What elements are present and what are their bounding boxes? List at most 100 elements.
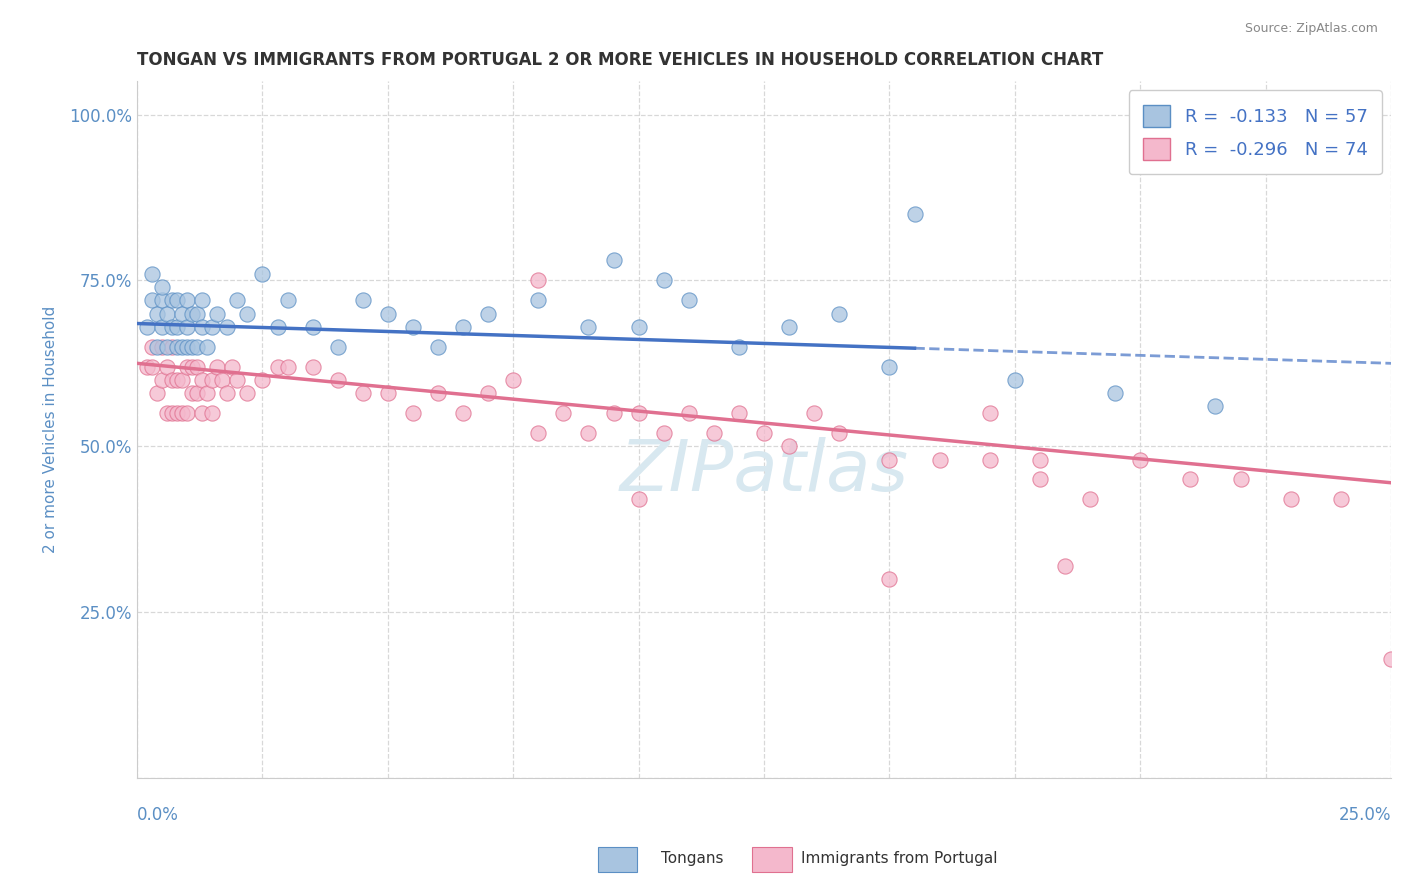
Point bbox=[301, 359, 323, 374]
Point bbox=[211, 373, 233, 387]
Point bbox=[191, 373, 214, 387]
Point bbox=[186, 386, 208, 401]
Point bbox=[176, 340, 198, 354]
Point bbox=[1229, 472, 1251, 486]
Point bbox=[553, 406, 575, 420]
Point bbox=[186, 359, 208, 374]
Point bbox=[879, 572, 901, 586]
Point bbox=[879, 359, 901, 374]
Point bbox=[326, 373, 349, 387]
Point bbox=[195, 386, 218, 401]
Point bbox=[828, 307, 851, 321]
Point bbox=[728, 340, 751, 354]
Point bbox=[156, 307, 179, 321]
Point bbox=[226, 293, 249, 308]
Point bbox=[527, 425, 550, 440]
Point bbox=[1078, 492, 1101, 507]
Point bbox=[427, 386, 450, 401]
Point bbox=[136, 319, 159, 334]
Point bbox=[252, 373, 274, 387]
Point bbox=[172, 307, 194, 321]
Point bbox=[156, 359, 179, 374]
Point bbox=[477, 386, 499, 401]
Point bbox=[266, 319, 288, 334]
Point bbox=[277, 359, 299, 374]
Point bbox=[1204, 400, 1226, 414]
Point bbox=[160, 340, 183, 354]
Point bbox=[903, 207, 925, 221]
Point bbox=[828, 425, 851, 440]
Point bbox=[226, 373, 249, 387]
Text: Immigrants from Portugal: Immigrants from Portugal bbox=[801, 851, 998, 865]
Point bbox=[778, 439, 800, 453]
Point bbox=[1129, 452, 1152, 467]
Point bbox=[150, 280, 173, 294]
Point bbox=[150, 293, 173, 308]
Point bbox=[277, 293, 299, 308]
Point bbox=[181, 340, 204, 354]
Point bbox=[201, 319, 224, 334]
Point bbox=[578, 425, 600, 440]
Point bbox=[627, 319, 650, 334]
Point bbox=[451, 406, 474, 420]
Point bbox=[879, 452, 901, 467]
Point bbox=[136, 359, 159, 374]
Point bbox=[402, 319, 425, 334]
Point bbox=[678, 406, 700, 420]
Point bbox=[752, 425, 775, 440]
Point bbox=[1004, 373, 1026, 387]
Point bbox=[1029, 472, 1052, 486]
Point bbox=[186, 340, 208, 354]
Point bbox=[1029, 452, 1052, 467]
Point bbox=[181, 386, 204, 401]
Point bbox=[221, 359, 243, 374]
Text: ZIPatlas: ZIPatlas bbox=[620, 437, 908, 506]
Point bbox=[1104, 386, 1126, 401]
Point bbox=[207, 359, 229, 374]
Point bbox=[527, 293, 550, 308]
Point bbox=[502, 373, 524, 387]
Point bbox=[402, 406, 425, 420]
Y-axis label: 2 or more Vehicles in Household: 2 or more Vehicles in Household bbox=[44, 306, 58, 553]
Point bbox=[1180, 472, 1202, 486]
Point bbox=[166, 293, 188, 308]
Point bbox=[236, 386, 259, 401]
Point bbox=[217, 386, 239, 401]
Point bbox=[352, 293, 374, 308]
Point bbox=[627, 406, 650, 420]
Point bbox=[201, 373, 224, 387]
Point bbox=[181, 359, 204, 374]
Point bbox=[166, 373, 188, 387]
Point bbox=[146, 307, 169, 321]
Point bbox=[146, 340, 169, 354]
Text: TONGAN VS IMMIGRANTS FROM PORTUGAL 2 OR MORE VEHICLES IN HOUSEHOLD CORRELATION C: TONGAN VS IMMIGRANTS FROM PORTUGAL 2 OR … bbox=[138, 51, 1104, 69]
Point bbox=[160, 293, 183, 308]
Point bbox=[172, 373, 194, 387]
Point bbox=[527, 273, 550, 287]
Point bbox=[176, 319, 198, 334]
Point bbox=[176, 359, 198, 374]
Point bbox=[266, 359, 288, 374]
Point bbox=[146, 386, 169, 401]
Point bbox=[160, 373, 183, 387]
Point bbox=[377, 307, 399, 321]
Point bbox=[172, 340, 194, 354]
Point bbox=[652, 273, 675, 287]
Point bbox=[181, 307, 204, 321]
Legend: R =  -0.133   N = 57, R =  -0.296   N = 74: R = -0.133 N = 57, R = -0.296 N = 74 bbox=[1129, 90, 1382, 174]
Point bbox=[477, 307, 499, 321]
Point bbox=[141, 340, 163, 354]
Point bbox=[160, 406, 183, 420]
Point bbox=[678, 293, 700, 308]
Point bbox=[928, 452, 950, 467]
Point bbox=[141, 359, 163, 374]
Point bbox=[207, 307, 229, 321]
Point bbox=[141, 267, 163, 281]
Point bbox=[176, 293, 198, 308]
Point bbox=[166, 319, 188, 334]
Point bbox=[652, 425, 675, 440]
Point bbox=[252, 267, 274, 281]
Point bbox=[156, 406, 179, 420]
Point bbox=[803, 406, 825, 420]
Point bbox=[201, 406, 224, 420]
